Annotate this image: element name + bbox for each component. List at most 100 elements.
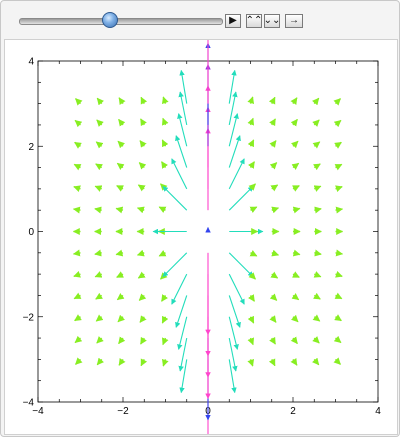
- vector-arrow: [334, 314, 342, 322]
- vector-arrow: [94, 185, 103, 192]
- vector-arrow: [161, 96, 169, 105]
- vector-arrow: [74, 335, 83, 344]
- vector-arrow: [118, 97, 126, 105]
- vector-arrow: [247, 294, 255, 302]
- play-button[interactable]: ▶: [225, 14, 241, 28]
- vector-arrow: [140, 118, 147, 127]
- vector-arrow: [334, 141, 342, 149]
- vector-arrow: [161, 337, 169, 346]
- vector-arrow: [94, 249, 102, 257]
- vector-arrow: [136, 206, 145, 214]
- vector-arrow: [96, 336, 104, 344]
- vector-arrow: [117, 314, 125, 323]
- slider-thumb[interactable]: [101, 12, 118, 28]
- vector-arrow: [175, 295, 188, 328]
- vector-arrow: [312, 141, 321, 149]
- vector-arrow: [161, 139, 169, 148]
- vector-arrow: [333, 98, 341, 106]
- vector-arrow: [292, 206, 301, 214]
- x-tick-label: 4: [375, 406, 381, 417]
- vector-arrow: [269, 162, 278, 170]
- animation-controls: ▶ ⌃⌃ ⌄⌄ →: [15, 9, 315, 33]
- vector-arrow: [177, 113, 188, 147]
- vector-arrow: [137, 184, 146, 192]
- vector-arrow: [249, 206, 258, 214]
- vector-arrow: [334, 292, 343, 300]
- vector-arrow: [270, 271, 279, 279]
- vector-arrow: [158, 249, 167, 257]
- vector-arrow: [335, 185, 343, 192]
- vector-arrow: [162, 252, 188, 277]
- vector-arrow: [312, 119, 320, 127]
- vector-arrow: [228, 316, 239, 350]
- vector-arrow: [269, 293, 278, 301]
- vector-arrow: [249, 249, 258, 257]
- vector-arrow: [228, 186, 254, 211]
- vector-arrow: [95, 292, 103, 300]
- vector-arrow: [116, 293, 125, 301]
- vector-arrow: [139, 315, 147, 323]
- vector-arrow: [73, 163, 82, 171]
- vector-arrow: [269, 140, 277, 148]
- vector-arrow: [179, 359, 188, 394]
- vector-arrow: [118, 336, 126, 345]
- slower-button[interactable]: ⌄⌄: [264, 14, 280, 28]
- vector-arrow: [140, 336, 147, 345]
- vector-arrow: [333, 119, 342, 128]
- y-tick-label: 0: [28, 227, 34, 238]
- vector-arrow: [73, 271, 81, 278]
- vector-arrow: [333, 357, 341, 365]
- vector-arrow: [161, 358, 169, 367]
- vector-arrow: [228, 252, 254, 277]
- vector-arrow: [313, 271, 322, 278]
- y-tick-label: −2: [23, 312, 35, 323]
- vector-arrow: [116, 271, 124, 278]
- vector-arrow: [179, 69, 188, 104]
- vector-arrow: [117, 140, 125, 149]
- vector-arrow: [247, 139, 255, 148]
- double-chevron-down-icon: ⌄⌄: [263, 15, 281, 26]
- vector-arrow: [72, 249, 81, 257]
- vector-arrow: [74, 141, 82, 149]
- vector-arrow: [177, 316, 188, 350]
- vector-arrow: [268, 358, 276, 367]
- vector-arrow: [271, 249, 280, 257]
- y-tick-label: 4: [28, 57, 34, 68]
- vector-arrow: [291, 293, 300, 301]
- vector-arrow: [140, 358, 148, 367]
- arrow-right-icon: →: [289, 15, 299, 26]
- vector-arrow: [313, 163, 321, 171]
- vector-arrow: [314, 249, 322, 257]
- vector-arrow: [312, 357, 320, 366]
- vector-arrow: [247, 337, 255, 346]
- faster-button[interactable]: ⌃⌃: [246, 14, 262, 28]
- vector-arrow: [247, 358, 255, 367]
- vector-arrow: [335, 271, 343, 278]
- vector-arrow: [228, 359, 237, 394]
- vector-arrow: [161, 294, 169, 302]
- vector-arrow: [228, 273, 245, 305]
- vector-arrow: [118, 358, 126, 366]
- vector-arrow: [335, 206, 344, 214]
- vector-arrow: [247, 315, 255, 324]
- vector-arrow: [290, 118, 298, 127]
- slider-track[interactable]: [19, 18, 223, 25]
- vector-arrow: [291, 162, 300, 170]
- vector-arrow: [96, 97, 104, 106]
- vector-arrow: [228, 295, 241, 328]
- direction-button[interactable]: →: [285, 14, 303, 28]
- vector-arrow: [314, 206, 322, 214]
- vector-arrow: [73, 185, 81, 192]
- vector-arrow: [95, 163, 103, 171]
- vector-arrow: [228, 135, 241, 168]
- vector-arrow: [228, 69, 237, 104]
- vector-arrow: [292, 185, 300, 192]
- vector-arrow: [161, 315, 169, 324]
- vector-arrow: [116, 185, 124, 192]
- vector-arrow: [269, 315, 277, 323]
- vector-arrow: [161, 117, 169, 126]
- x-tick-label: −4: [32, 406, 44, 417]
- y-tick-label: 2: [28, 142, 34, 153]
- x-tick-label: 2: [290, 406, 296, 417]
